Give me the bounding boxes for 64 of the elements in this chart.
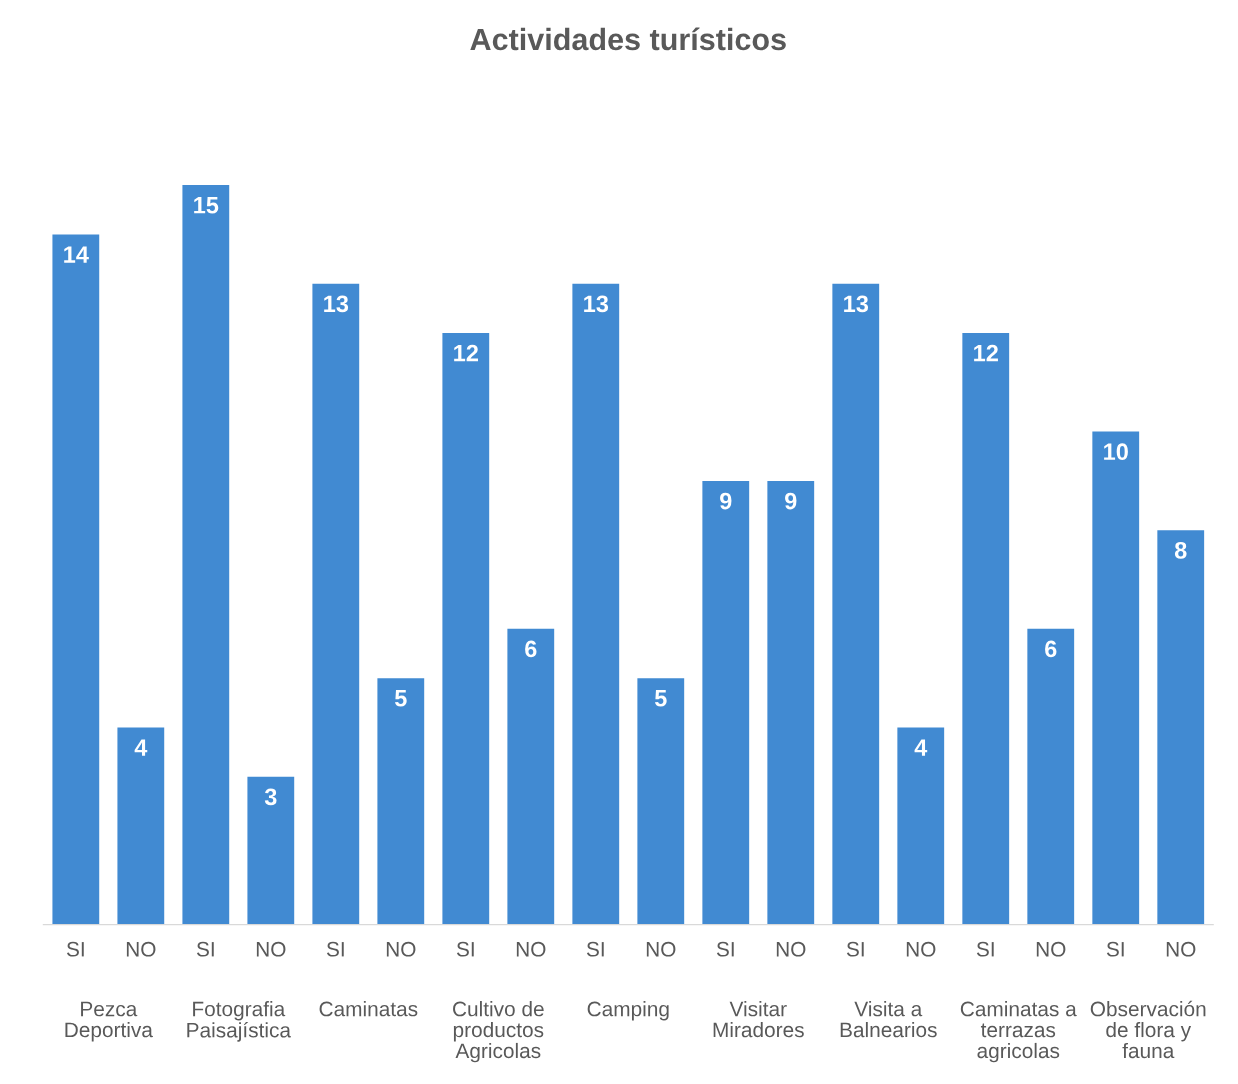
bar [442,333,490,925]
data-label: 14 [64,246,89,263]
text: Caminatas [319,1001,418,1017]
x-tick-label: SI [1106,941,1124,957]
data-label: 8 [1174,541,1187,559]
text: Fotografia Paisajística [187,1001,291,1042]
data-label: 10 [1104,443,1128,461]
bar [52,234,100,925]
bar [247,776,295,925]
text: Cultivo de productos Agricolas [453,1001,544,1063]
bar [117,727,165,925]
x-tick-label: NO [776,941,806,957]
bar [507,628,555,925]
x-tick-label: SI [326,941,344,957]
bar [767,480,815,925]
x-tick-label: SI [586,941,604,957]
data-label: 13 [584,295,609,313]
data-label: 5 [654,690,667,707]
data-label: 12 [454,344,478,362]
text: Camping [587,1001,669,1021]
data-label: 13 [844,295,869,313]
data-label: 13 [324,295,349,313]
data-label: 9 [720,492,732,510]
x-tick-label: NO [1166,941,1196,957]
bar [637,678,685,925]
bar [962,333,1010,925]
x-tick-label: SI [66,941,84,957]
bar [832,283,880,925]
data-label: 3 [264,788,277,806]
x-tick-label: SI [716,941,734,957]
x-tick-label: NO [646,941,676,957]
data-label: 15 [194,197,219,214]
bar [572,283,620,925]
data-label: 5 [394,690,407,707]
text: Observación de flora y fauna [1090,1000,1206,1059]
x-tick-label: NO [906,941,936,957]
x-tick-label: NO [386,941,416,957]
data-label: 4 [914,739,928,756]
x-tick-label: SI [976,941,994,957]
chart-title: Actividades turísticos [470,27,786,51]
bar [1027,628,1075,925]
bar [182,185,230,925]
data-label: 6 [525,640,537,658]
x-tick-label: NO [1036,941,1066,957]
text: Pezca Deportiva [65,1001,153,1042]
bar [897,727,945,925]
data-label: 9 [785,492,797,510]
text: Visitar Miradores [713,1001,804,1038]
x-tick-label: SI [196,941,214,957]
x-tick-label: NO [516,941,546,957]
data-label: 4 [134,739,148,756]
bar [377,678,425,925]
x-tick-label: NO [256,941,286,957]
bar [312,283,360,925]
bar [702,480,750,925]
x-tick-label: SI [846,941,864,957]
text: Caminatas a terrazas agricolas [960,1001,1077,1063]
bar [1092,431,1140,925]
bar [1157,530,1205,925]
x-tick-label: NO [126,941,156,957]
data-label: 12 [974,344,998,362]
text: Visita a Balnearios [840,1001,937,1038]
x-tick-label: SI [456,941,474,957]
data-label: 6 [1045,640,1057,658]
